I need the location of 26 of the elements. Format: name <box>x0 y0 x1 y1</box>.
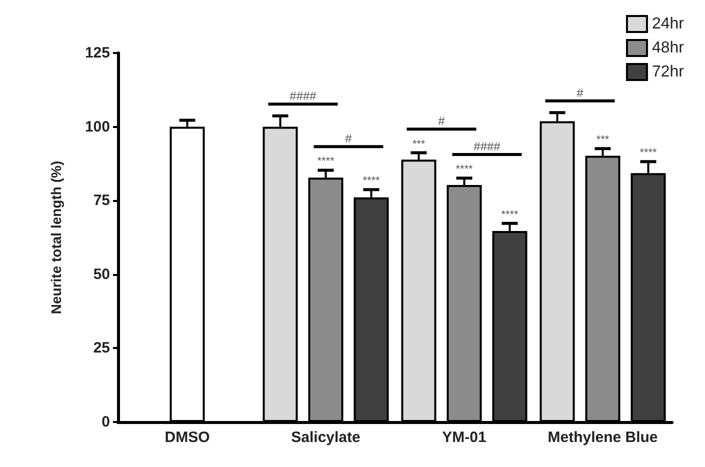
annotation: # <box>438 114 446 128</box>
y-tick-label: 100 <box>84 118 110 136</box>
annotation: #### <box>474 140 501 154</box>
data-label: **** <box>362 175 381 188</box>
legend-label: 24hr <box>652 16 685 32</box>
x-tick-label: Salicylate <box>291 429 360 446</box>
annotation: # <box>345 132 352 146</box>
legend-label: 72hr <box>652 64 685 80</box>
y-tick-label: 25 <box>93 340 110 357</box>
y-axis-title: Neurite total length (%) <box>48 160 64 314</box>
annotation: # <box>576 86 584 100</box>
x-tick-label: Methylene Blue <box>548 429 658 446</box>
x-tick-label: YM-01 <box>442 429 486 446</box>
data-label: *** <box>596 134 610 146</box>
y-tick-label: 125 <box>84 44 110 62</box>
data-label: **** <box>317 156 336 168</box>
y-tick-label: 50 <box>93 266 110 283</box>
data-label: **** <box>640 147 658 160</box>
x-tick-label: DMSO <box>164 429 210 446</box>
data-label: *** <box>412 138 426 150</box>
data-label: **** <box>456 164 474 176</box>
y-tick-label: 75 <box>93 192 110 210</box>
data-label: **** <box>501 208 520 221</box>
legend-label: 48hr <box>652 40 685 56</box>
y-tick-label: 0 <box>102 414 110 430</box>
annotation: #### <box>290 89 317 104</box>
